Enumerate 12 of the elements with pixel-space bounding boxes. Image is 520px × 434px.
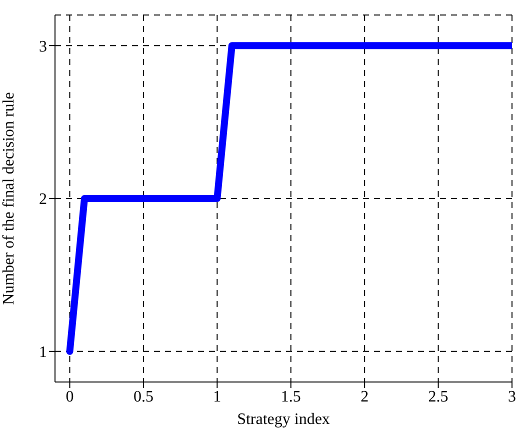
x-tick-label: 0.5 [133, 388, 154, 406]
y-tick-label: 2 [39, 191, 47, 208]
y-tick-label: 3 [39, 38, 47, 56]
x-tick-label: 1 [213, 388, 222, 406]
x-tick-label: 1.5 [280, 388, 301, 406]
y-tick-label: 1 [39, 344, 47, 362]
x-axis-title: Strategy index [237, 411, 330, 428]
y-axis-title: Number of the final decision rule [0, 92, 18, 305]
x-tick-label: 3 [508, 388, 516, 406]
x-tick-label: 2.5 [428, 388, 448, 406]
x-tick-label: 2 [360, 388, 369, 406]
x-tick-label: 0 [66, 388, 74, 406]
